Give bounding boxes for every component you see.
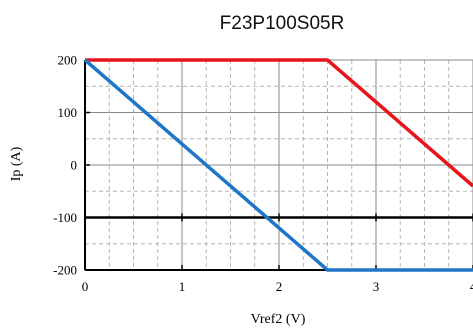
x-tick-label: 2	[276, 279, 283, 294]
x-tick-label: 4	[470, 279, 473, 294]
x-tick-label: 0	[82, 279, 89, 294]
x-tick-label: 3	[373, 279, 380, 294]
y-axis-label: Ip (A)	[9, 146, 24, 181]
y-tick-label: -200	[53, 263, 77, 278]
series-line-1	[85, 58, 473, 188]
y-tick-label: -100	[53, 210, 77, 225]
series-lines	[83, 58, 473, 272]
chart-title: F23P100S05R	[220, 13, 345, 34]
grid	[84, 59, 473, 271]
y-tick-label: 0	[71, 158, 78, 173]
y-tick-label: 200	[58, 53, 78, 68]
y-tick-label: 100	[58, 105, 78, 120]
x-axis-label: Vref2 (V)	[251, 312, 306, 327]
series-line-2	[83, 58, 473, 272]
x-tick-label: 1	[179, 279, 186, 294]
tick-labels: 0 1 2 3 4 -200 -100 0 100 200	[53, 53, 473, 295]
